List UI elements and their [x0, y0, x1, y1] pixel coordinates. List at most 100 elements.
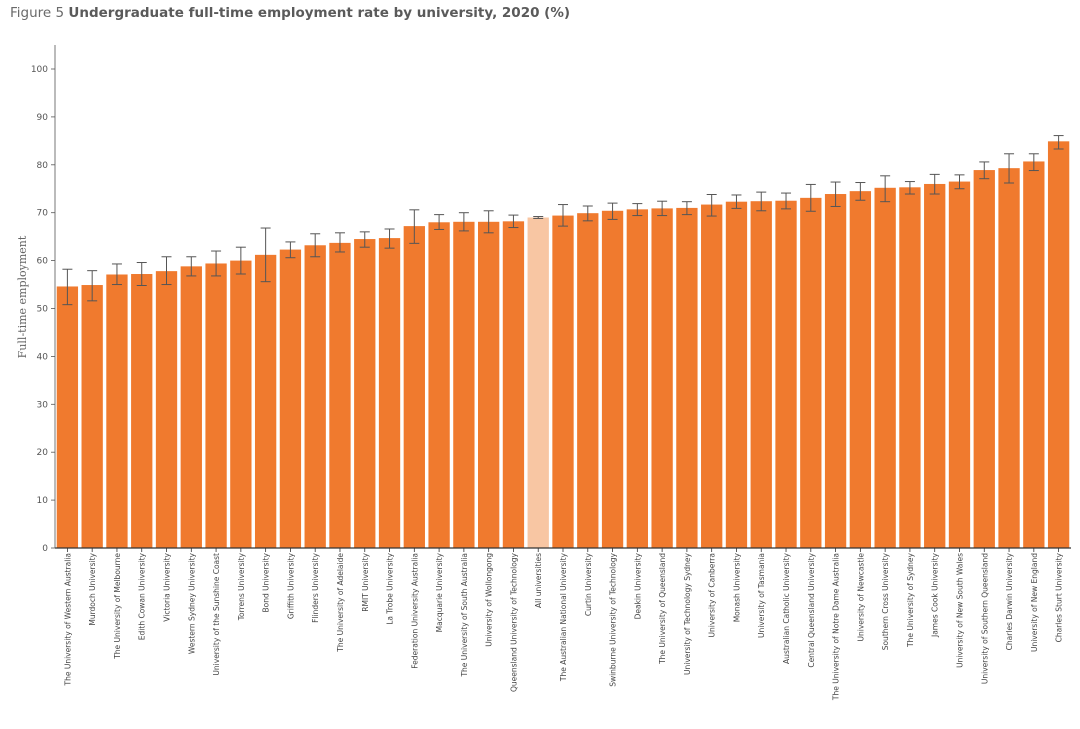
x-tick-label: Torrens University: [237, 552, 246, 621]
error-bar: [979, 161, 990, 180]
x-tick-label: The University of Queensland: [658, 553, 667, 665]
x-tick-label: Western Sydney University: [187, 552, 196, 654]
bar: [205, 263, 227, 548]
error-bar: [310, 233, 321, 258]
x-tick-label: Central Queensland University: [807, 552, 816, 667]
x-tick-label: Australian Catholic University: [782, 552, 791, 663]
x-tick-label: University of Canberra: [708, 553, 717, 637]
bar: [453, 221, 475, 548]
error-bar: [334, 232, 345, 253]
x-tick-label: The University of South Australia: [460, 553, 469, 678]
y-tick-label: 70: [37, 209, 49, 219]
bar: [775, 200, 797, 548]
error-bar: [582, 205, 593, 222]
x-tick-label: Deakin University: [633, 552, 642, 619]
y-tick-label: 20: [37, 448, 49, 458]
bar: [155, 271, 178, 548]
bar: [948, 181, 971, 548]
error-bar: [384, 228, 395, 249]
y-tick-label: 60: [37, 257, 49, 267]
bar: [899, 187, 921, 549]
error-bar: [805, 183, 816, 212]
x-tick-label: Bond University: [262, 552, 271, 612]
x-tick-label: Victoria University: [163, 552, 172, 621]
bar: [601, 210, 624, 548]
x-tick-label: RMIT University: [361, 552, 370, 611]
error-bar: [607, 202, 618, 220]
bar: [552, 215, 574, 548]
x-tick-label: The University of Melbourne: [113, 553, 122, 660]
bar: [81, 285, 103, 548]
bar: [750, 201, 772, 549]
error-bar: [830, 181, 841, 207]
bar: [527, 217, 549, 549]
x-tick-label: Queensland University of Technology: [509, 552, 518, 692]
error-bar: [161, 256, 172, 286]
error-bar: [632, 203, 643, 217]
bar: [998, 168, 1020, 548]
error-bar: [756, 191, 767, 212]
bar: [849, 191, 872, 548]
error-bar: [657, 200, 668, 217]
x-tick-label: Southern Cross University: [881, 552, 890, 650]
x-tick-label: Macquarie University: [435, 552, 444, 632]
bar: [924, 183, 946, 548]
x-tick-label: James Cook University: [931, 552, 940, 638]
x-tick-label: Federation University Australia: [410, 553, 419, 669]
error-bar: [87, 270, 98, 302]
x-tick-label: Curtin University: [584, 552, 593, 616]
bar: [279, 249, 302, 548]
error-bar: [706, 193, 717, 217]
bar: [106, 274, 128, 548]
x-tick-label: University of the Sunshine Coast: [212, 553, 221, 676]
bar: [354, 239, 376, 549]
error-bar: [731, 194, 742, 209]
x-tick-label: Griffith University: [286, 552, 295, 619]
bar: [502, 221, 525, 548]
error-bar: [434, 214, 445, 230]
error-bar: [880, 175, 891, 203]
x-tick-label: University of Newcastle: [856, 553, 865, 642]
bar: [131, 274, 153, 548]
bar: [329, 242, 351, 548]
error-bar: [235, 246, 246, 275]
bar: [973, 170, 995, 548]
error-bar: [458, 212, 469, 232]
error-bar: [855, 182, 866, 201]
error-bar: [1028, 153, 1039, 172]
y-tick-label: 100: [31, 65, 48, 75]
bar: [1023, 161, 1045, 548]
bar: [378, 238, 401, 548]
x-tick-label: University of Tasmania: [757, 553, 766, 638]
x-tick-label: All universities: [534, 553, 543, 608]
bar: [824, 194, 847, 549]
bar: [676, 207, 698, 548]
figure-number: Figure 5: [10, 5, 65, 21]
bar: [800, 197, 822, 548]
y-axis-label: Full-time employment: [16, 235, 29, 358]
y-tick-label: 90: [37, 113, 49, 123]
error-bar: [904, 181, 915, 195]
bar: [478, 221, 500, 548]
error-bar: [681, 201, 692, 216]
error-bar: [62, 268, 73, 306]
bar: [725, 201, 748, 549]
y-tick-label: 0: [42, 544, 48, 554]
error-bar: [260, 227, 271, 283]
error-bar: [359, 231, 370, 248]
x-tick-label: University of Southern Queensland: [980, 553, 989, 684]
x-tick-label: The University of Adelaide: [336, 553, 345, 653]
error-bar: [533, 216, 544, 219]
error-bar: [954, 174, 965, 190]
bar: [874, 187, 896, 549]
x-tick-label: Edith Cowan University: [138, 552, 147, 640]
bar: [180, 266, 202, 548]
error-bar: [211, 250, 222, 277]
bar: [403, 226, 425, 548]
error-bar: [558, 204, 568, 227]
error-bar: [929, 173, 940, 195]
bar: [701, 204, 723, 548]
bar: [304, 245, 326, 548]
y-tick-label: 30: [37, 400, 49, 410]
x-tick-label: Murdoch University: [88, 552, 97, 625]
